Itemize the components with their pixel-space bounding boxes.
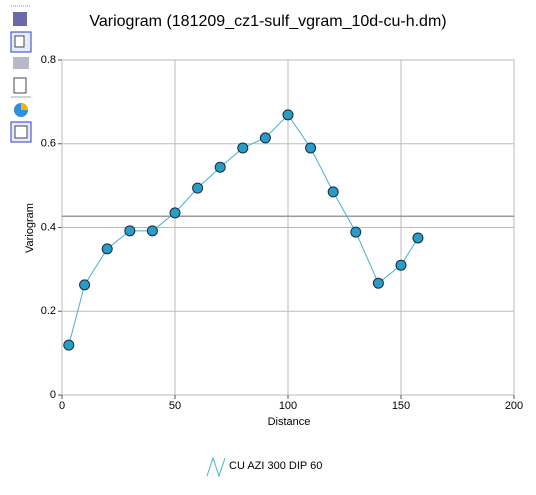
x-axis-label: Distance (268, 416, 311, 428)
x-tick-label: 150 (392, 400, 410, 412)
y-tick-label: 0.6 (41, 138, 56, 150)
data-point (412, 232, 424, 244)
y-tick-label: 0.2 (41, 305, 56, 317)
data-point (192, 182, 204, 194)
print-button[interactable] (13, 57, 29, 69)
data-point (259, 132, 271, 144)
legend-label: CU AZI 300 DIP 60 (229, 460, 322, 472)
preview-button[interactable] (13, 77, 27, 94)
x-tick-label: 200 (505, 400, 523, 412)
y-tick-label: 0.4 (41, 221, 56, 233)
chart-title: Variogram (181209_cz1-sulf_vgram_10d-cu-… (89, 13, 446, 30)
data-point (282, 109, 294, 121)
data-point (79, 279, 91, 291)
data-point (350, 226, 362, 238)
x-tick-label: 0 (59, 400, 65, 412)
data-point (305, 142, 317, 154)
save-button[interactable] (13, 12, 27, 26)
data-point (101, 243, 113, 255)
x-tick-label: 50 (169, 400, 181, 412)
y-axis-label: Variogram (24, 203, 36, 253)
y-tick-label: 0 (50, 389, 56, 401)
data-point (63, 339, 75, 351)
data-point (169, 207, 181, 219)
data-point (372, 277, 384, 289)
data-point (146, 225, 158, 237)
legend-swatch (206, 456, 226, 478)
data-point (237, 142, 249, 154)
y-tick-label: 0.8 (41, 54, 56, 66)
data-point (124, 225, 136, 237)
toolbar (10, 5, 32, 143)
data-point (395, 259, 407, 271)
data-point (327, 186, 339, 198)
data-point (214, 161, 226, 173)
x-tick-label: 100 (279, 400, 297, 412)
